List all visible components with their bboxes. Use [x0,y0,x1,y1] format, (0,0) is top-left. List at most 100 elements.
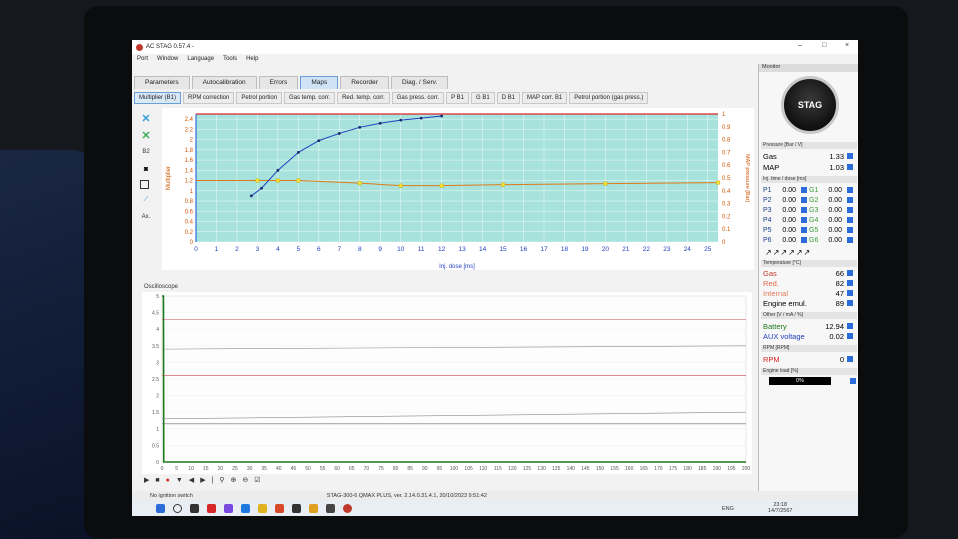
notification-app-icon[interactable] [207,504,216,513]
temp-gas-checkbox[interactable] [847,270,853,276]
play-icon[interactable]: ▶ [144,477,150,484]
injector-checkbox[interactable] [847,197,853,203]
zoom-in-icon[interactable]: ⊕ [230,477,237,484]
delete-points-icon[interactable]: ✕ [141,129,151,142]
tab-maps[interactable]: Maps [300,76,339,89]
frame-icon[interactable] [140,180,149,189]
tab-autocalibration[interactable]: Autocalibration [191,76,257,89]
subtab-rpm-correction[interactable]: RPM correction [183,92,235,104]
subtab-map-corr-b1[interactable]: MAP corr. B1 [522,92,568,104]
battery-checkbox[interactable] [847,323,853,329]
temp-engine-checkbox[interactable] [847,300,853,306]
osc-x-tick: 90 [422,466,428,472]
injector-checkbox[interactable] [801,207,807,213]
subtab-gas-temp-corr[interactable]: Gas temp. corr. [284,92,336,104]
save-icon[interactable]: ▼ [175,476,183,484]
browser-icon[interactable] [241,504,250,513]
rpm-checkbox[interactable] [847,356,853,362]
minimize-button[interactable]: – [798,42,802,49]
oscilloscope-chart[interactable]: 0 5 10 15 20 25 30 35 40 45 50 55 60 65 70 75 80 85 90 95 10… [142,292,752,474]
app-icon-dark[interactable] [292,504,301,513]
temp-internal-checkbox[interactable] [847,290,853,296]
map-y-tick: 0.8 [185,199,194,205]
clear-map-icon[interactable]: ✕ [141,112,151,125]
temp-reducer-checkbox[interactable] [847,280,853,286]
menu-language[interactable]: Language [187,56,215,62]
injector-checkbox[interactable] [847,217,853,223]
subtab-d-b1[interactable]: D B1 [496,92,521,104]
map-plot-area[interactable] [196,114,718,242]
tab-errors[interactable]: Errors [258,76,299,89]
subtab-p-b1[interactable]: P B1 [446,92,470,104]
gas-injector-label: G6 [809,236,819,244]
controller-version: STAG-300-6 QMAX PLUS, ver. 2.14.0.31.4.1… [326,493,487,499]
gas-pressure-checkbox[interactable] [847,153,853,159]
camera-icon[interactable]: ◙ [143,165,149,173]
injector-checkbox[interactable] [847,187,853,193]
app-icon [136,43,143,51]
subtab-multiplier[interactable]: Multiplier (B1) [134,92,182,104]
subtab-g-b1[interactable]: G B1 [471,92,495,104]
map-pressure-checkbox[interactable] [847,164,853,170]
stop-icon[interactable]: ■ [155,476,160,484]
map-x-tick: 24 [684,246,692,253]
pressure-header: Pressure [Bar / V] [761,142,857,149]
injector-checkbox[interactable] [847,237,853,243]
injector-checkbox[interactable] [801,217,807,223]
injector-checkbox[interactable] [801,237,807,243]
subtab-petrol-portion-gas-press[interactable]: Petrol portion (gas press.) [569,92,649,104]
subtab-gas-press-corr[interactable]: Gas press. corr. [391,92,445,104]
aux-voltage-checkbox[interactable] [847,333,853,339]
task-view-icon[interactable] [190,504,199,513]
search-icon[interactable]: ⚲ [219,477,225,484]
terminal-icon[interactable] [326,504,335,513]
bank-b2-button[interactable]: B2 [142,149,150,155]
multiplier-map-chart[interactable]: 0 1 2 3 4 5 6 7 8 9 10 11 12 13 14 15 16 17 18 19 20 21 22 23 24… [162,108,754,270]
gas-injector-label: G1 [809,186,819,194]
close-button[interactable]: × [845,42,850,49]
file-explorer-icon[interactable] [309,504,318,513]
keyboard-language[interactable]: ENG [722,505,734,512]
curve-icon[interactable]: ⟋ [143,196,149,203]
prev-icon[interactable]: ◀ [188,477,195,484]
tab-diag-serv[interactable]: Diag. / Serv. [390,76,449,89]
gas-injector-value: 0.00 [828,186,842,194]
subtab-red-temp-corr[interactable]: Red. temp. corr. [337,92,390,104]
injector-checkbox[interactable] [847,207,853,213]
osc-y-tick: 2.5 [152,377,159,383]
menu-tools[interactable]: Tools [223,56,238,62]
temp-engine-value: 89 [835,299,844,308]
windows-start-icon[interactable] [156,504,165,513]
maximize-button[interactable]: □ [822,42,827,49]
menu-window[interactable]: Window [157,56,179,62]
axis-button[interactable]: Ax. [141,214,151,220]
search-icon[interactable] [173,504,182,513]
subtab-petrol-portion[interactable]: Petrol portion [236,92,283,104]
tab-parameters[interactable]: Parameters [134,76,190,89]
map-point [255,178,260,183]
map-y2-tick: 1 [722,112,726,118]
injector-checkbox[interactable] [801,227,807,233]
engine-load-checkbox[interactable] [850,378,856,384]
injector-toggle-icons[interactable]: ↗↗↗↗↗↗ [765,248,812,257]
tab-recorder[interactable]: Recorder [340,76,389,89]
next-icon[interactable]: ▶ [200,477,206,484]
injector-row: P3 0.00 G3 0.00 [763,205,857,215]
chrome-icon[interactable] [258,504,267,513]
injector-checkbox[interactable] [801,197,807,203]
marker-icon[interactable]: | [211,476,214,484]
teams-icon[interactable] [224,504,233,513]
injector-checkbox[interactable] [847,227,853,233]
map-point [419,116,423,120]
office-icon[interactable] [275,504,284,513]
system-clock[interactable]: 23:18 14/7/2567 [768,502,792,514]
settings-icon[interactable]: ☑ [254,477,261,484]
injector-checkbox[interactable] [801,187,807,193]
menu-help[interactable]: Help [246,56,259,62]
osc-series-line-4 [161,411,747,420]
zoom-out-icon[interactable]: ⊖ [242,477,249,484]
stag-taskbar-icon[interactable] [343,504,352,513]
map-y2-tick: 0.9 [722,125,731,131]
menu-port[interactable]: Port [137,56,149,62]
record-icon[interactable]: ● [165,476,170,484]
